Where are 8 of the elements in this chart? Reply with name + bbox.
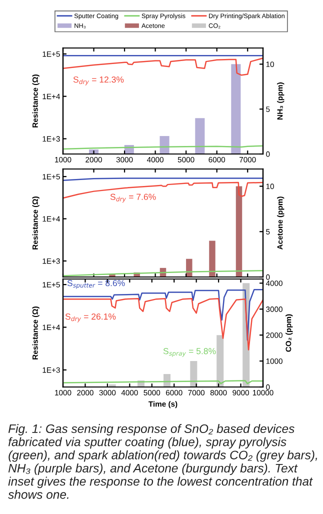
caption: Fig. 1: Gas sensing response of SnO₂ based devices fabricated via sputter coating (blue), spray pyrolysis (green), and spark ablation(red) towards CO₂ (grey bars), NH₃ (purple bars), and Acetone (burgundy bars). Text inset gives the response to the lowest concentration that shows one. <box>8 424 317 499</box>
annotation: S$_{dry}$ = 12.3% <box>73 76 124 86</box>
annotation: S$_{sputter}$ = 8.6% <box>67 280 125 289</box>
line-series <box>63 58 263 76</box>
annotation: S$_{dry}$ = 26.1% <box>65 313 116 322</box>
annotation: S$_{dry}$ = 7.6% <box>110 194 156 203</box>
line-series <box>63 289 263 341</box>
annotation: S$_{spray}$ = 5.8% <box>163 348 216 357</box>
